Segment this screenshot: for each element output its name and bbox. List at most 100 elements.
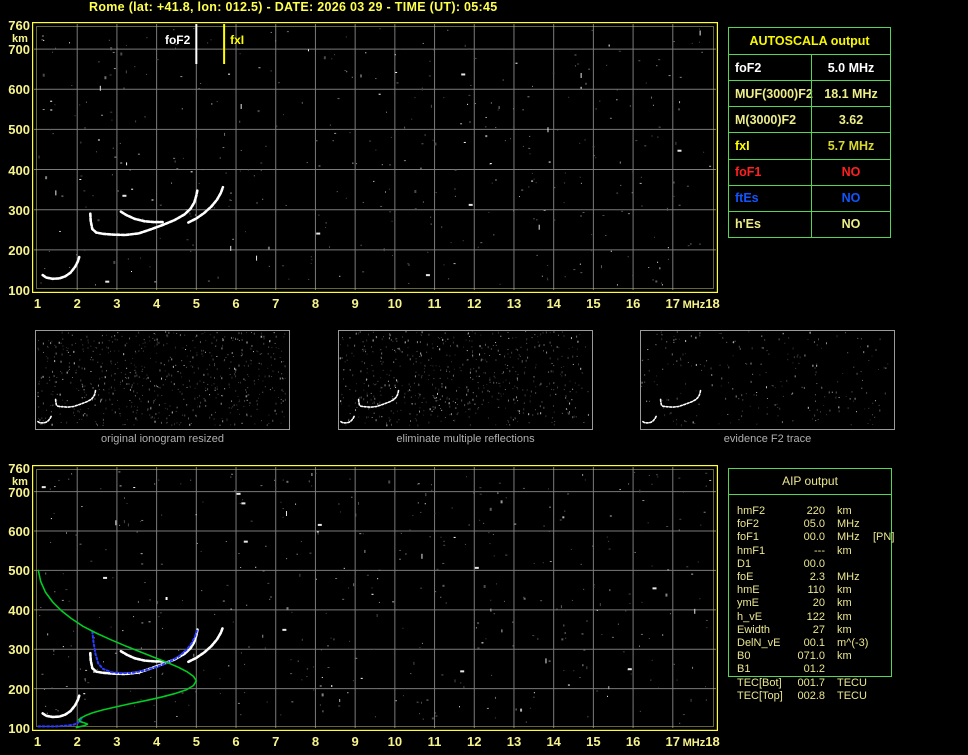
top-ionogram-plot: foF2 fxI — [32, 22, 718, 293]
parameter-value: 3.62 — [811, 107, 890, 133]
aip-row-fof2: foF2 05.0 MHz — [737, 518, 887, 531]
aip-row-hme: hmE 110 km — [737, 584, 887, 597]
parameter-value: 5.0 MHz — [811, 55, 890, 81]
aip-label: DelN_vE — [737, 637, 781, 649]
aip-label: hmE — [737, 584, 760, 597]
y-tick-label: 760 — [8, 461, 30, 476]
aip-value: 00.0 — [803, 557, 825, 570]
aip-value: 001.7 — [797, 676, 825, 689]
x-tick-label: 1 — [33, 734, 42, 749]
x-tick-label: 6 — [232, 296, 240, 311]
aip-unit: MHz — [837, 518, 860, 531]
x-tick-label: 4 — [152, 734, 161, 749]
y-tick-label: 500 — [8, 122, 30, 138]
autoscala-row-m3000f2: M(3000)F2 3.62 — [729, 106, 890, 133]
parameter-label: fxI — [735, 138, 750, 153]
x-tick-label: 16 — [625, 296, 641, 311]
aip-value: --- — [814, 544, 825, 557]
x-tick-label: 5 — [192, 734, 200, 749]
autoscala-row-fxi: fxI 5.7 MHz — [729, 132, 890, 159]
y-tick-label: 600 — [8, 524, 30, 540]
autoscala-table-header: AUTOSCALA output — [749, 34, 870, 48]
aip-box-header: AIP output — [782, 474, 838, 488]
x-tick-label: 2 — [73, 734, 81, 749]
x-tick-label: 15 — [586, 296, 601, 311]
aip-value: 110 — [807, 584, 825, 597]
thumbnail-caption-original: original ionogram resized — [101, 433, 224, 445]
x-tick-label: 15 — [586, 734, 601, 749]
parameter-label: foF1 — [735, 165, 762, 180]
y-tick-label: 500 — [8, 563, 30, 579]
y-tick-label: 200 — [8, 242, 30, 258]
x-tick-label: 2 — [73, 296, 81, 311]
aip-output-box: AIP output hmF2 220 km foF2 05.0 MHz foF1 00.0 M… — [728, 468, 894, 702]
x-tick-label: 3 — [113, 734, 121, 749]
x-tick-label: 18 — [705, 734, 720, 749]
y-tick-label: 600 — [8, 82, 30, 98]
aip-value: 00.1 — [803, 637, 825, 649]
aip-row-b1: B1 01.2 — [737, 663, 887, 676]
aip-unit: TECU — [837, 676, 867, 689]
aip-unit: MHz — [837, 531, 860, 544]
aip-label: foF2 — [737, 518, 760, 531]
y-tick-label: 300 — [8, 202, 30, 218]
aip-row-hmf2: hmF2 220 km — [737, 505, 887, 518]
aip-row-d1: D1 00.0 — [737, 558, 887, 571]
station-date-title: Rome (lat: +41.8, lon: 012.5) - DATE: 20… — [89, 0, 498, 14]
aip-unit: km — [837, 623, 852, 636]
aip-value: 00.0 — [803, 531, 825, 544]
y-tick-label: 100 — [8, 283, 30, 298]
x-tick-label: 10 — [387, 296, 403, 311]
autoscala-row-muf3000f2: MUF(3000)F2 18.1 MHz — [729, 80, 890, 107]
y-tick-label: 400 — [8, 162, 30, 178]
aip-unit: TECU — [837, 689, 867, 702]
x-tick-label: 9 — [351, 296, 359, 311]
parameter-value: NO — [811, 185, 890, 211]
top-ionogram-canvas: foF2 fxI — [32, 22, 718, 293]
thumbnail-caption-evidence: evidence F2 trace — [723, 433, 812, 445]
x-tick-label: 13 — [506, 296, 522, 311]
y-tick-label: 760 — [8, 18, 30, 33]
aip-label: D1 — [737, 557, 752, 570]
x-tick-label: 7 — [272, 734, 280, 749]
aip-unit: km — [837, 544, 852, 557]
x-axis-unit-label: MHz — [682, 737, 706, 749]
aip-header-divider — [729, 494, 891, 495]
aip-label: TEC[Top] — [737, 689, 783, 702]
x-tick-label: 17 — [665, 734, 681, 749]
aip-value: 002.8 — [797, 689, 825, 702]
thumbnail-caption-eliminate: eliminate multiple reflections — [396, 433, 535, 445]
aip-row-hve: h_vE 122 km — [737, 611, 887, 624]
parameter-value: NO — [811, 211, 890, 237]
x-tick-label: 8 — [311, 734, 320, 749]
aip-unit: MHz — [837, 571, 860, 583]
aip-row-yme: ymE 20 km — [737, 597, 887, 610]
aip-label: hmF2 — [737, 505, 766, 517]
thumbnail-eliminate-reflections — [338, 330, 593, 430]
x-tick-label: 9 — [351, 734, 359, 749]
autoscala-row-fof2: foF2 5.0 MHz — [729, 54, 890, 81]
aip-unit: km — [837, 597, 852, 610]
thumbnail-original-ionogram — [35, 330, 290, 430]
aip-label: foF1 — [737, 531, 760, 544]
aip-value: 2.3 — [809, 571, 825, 583]
x-tick-label: 6 — [232, 734, 240, 749]
autoscala-row-hes: h'Es NO — [729, 210, 890, 237]
autoscala-row-fof1: foF1 NO — [729, 158, 890, 185]
x-tick-label: 12 — [467, 734, 482, 749]
aip-row-delnve: DelN_vE 00.1 m^(-3) — [737, 637, 887, 650]
aip-label: h_vE — [737, 610, 763, 623]
aip-unit: km — [837, 584, 852, 597]
aip-value: 20 — [812, 597, 825, 610]
y-axis-unit-label: km — [12, 33, 28, 45]
x-tick-label: 8 — [311, 296, 320, 311]
aip-unit: km — [837, 505, 852, 517]
x-tick-label: 5 — [192, 296, 200, 311]
aip-unit: m^(-3) — [837, 637, 869, 649]
y-tick-label: 700 — [8, 484, 30, 500]
bottom-ionogram-plot — [32, 465, 718, 731]
y-tick-label: 200 — [8, 681, 30, 697]
parameter-value: 5.7 MHz — [811, 133, 890, 159]
x-tick-label: 11 — [427, 734, 442, 749]
autoscala-row-ftes: ftEs NO — [729, 184, 890, 211]
